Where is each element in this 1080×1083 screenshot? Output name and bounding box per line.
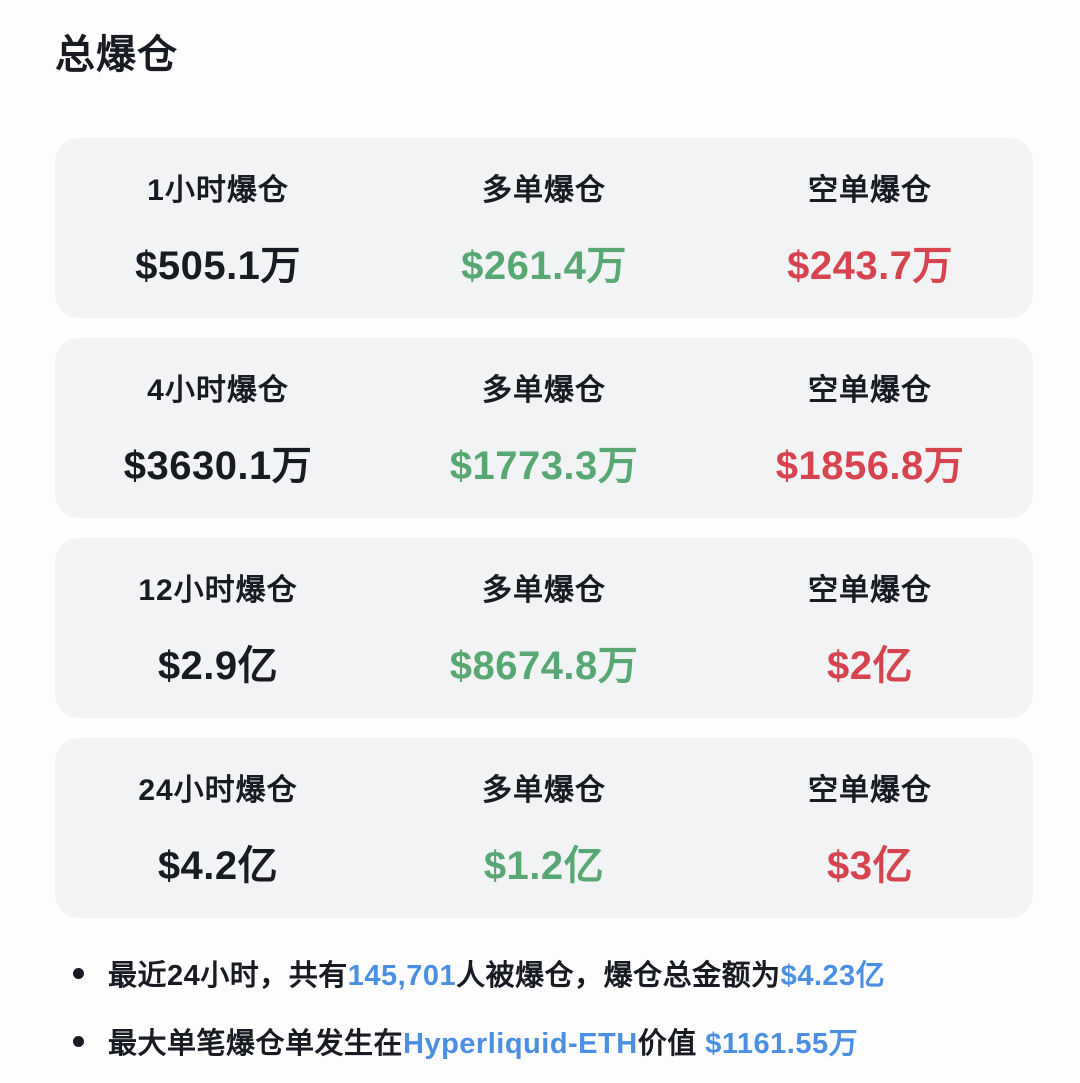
stat-value-long: $8674.8万 bbox=[449, 644, 639, 688]
stat-value-short: $243.7万 bbox=[787, 244, 953, 288]
stat-total: 12小时爆仓 $2.9亿 bbox=[55, 538, 381, 718]
liquidated-traders-count: 145,701 bbox=[347, 960, 457, 992]
note-segment: 最大单笔爆仓单发生在 bbox=[108, 1028, 404, 1060]
stat-total: 4小时爆仓 $3630.1万 bbox=[55, 338, 381, 518]
stat-value-total: $2.9亿 bbox=[157, 644, 279, 688]
stat-value-total: $4.2亿 bbox=[157, 844, 279, 888]
stat-label: 多单爆仓 bbox=[482, 374, 606, 407]
note-text: 最大单笔爆仓单发生在Hyperliquid-ETH价值 $1161.55万 bbox=[108, 1020, 858, 1062]
stat-label: 12小时爆仓 bbox=[138, 574, 298, 607]
stat-value-long: $1773.3万 bbox=[449, 444, 639, 488]
stat-long: 多单爆仓 $8674.8万 bbox=[381, 538, 707, 718]
bullet-icon bbox=[73, 967, 84, 979]
stat-long: 多单爆仓 $1773.3万 bbox=[381, 338, 707, 518]
stat-label: 1小时爆仓 bbox=[147, 174, 289, 207]
stat-label: 24小时爆仓 bbox=[138, 774, 298, 807]
stat-value-short: $1856.8万 bbox=[775, 444, 965, 488]
stat-label: 空单爆仓 bbox=[808, 374, 932, 407]
liquidation-cards: 1小时爆仓 $505.1万 多单爆仓 $261.4万 空单爆仓 $243.7万 … bbox=[55, 138, 1033, 918]
note-largest-liquidation: 最大单笔爆仓单发生在Hyperliquid-ETH价值 $1161.55万 bbox=[73, 1020, 1033, 1062]
stat-total: 1小时爆仓 $505.1万 bbox=[55, 138, 381, 318]
bullet-icon bbox=[73, 1035, 84, 1047]
largest-liquidation-pair-link[interactable]: Hyperliquid-ETH bbox=[403, 1028, 638, 1060]
stat-value-short: $2亿 bbox=[827, 644, 913, 688]
note-24h-summary: 最近24小时，共有145,701人被爆仓，爆仓总金额为$4.23亿 bbox=[73, 952, 1033, 994]
card-4h-liquidation: 4小时爆仓 $3630.1万 多单爆仓 $1773.3万 空单爆仓 $1856.… bbox=[55, 338, 1033, 518]
stat-value-long: $1.2亿 bbox=[483, 844, 605, 888]
stat-label: 多单爆仓 bbox=[482, 574, 606, 607]
largest-liquidation-value: $1161.55万 bbox=[705, 1028, 859, 1060]
stat-value-short: $3亿 bbox=[827, 844, 913, 888]
stat-value-long: $261.4万 bbox=[461, 244, 627, 288]
stat-short: 空单爆仓 $243.7万 bbox=[707, 138, 1033, 318]
stat-label: 多单爆仓 bbox=[482, 174, 606, 207]
stat-label: 多单爆仓 bbox=[482, 774, 606, 807]
stat-short: 空单爆仓 $2亿 bbox=[707, 538, 1033, 718]
stat-label: 空单爆仓 bbox=[808, 574, 932, 607]
note-segment: 价值 bbox=[637, 1028, 706, 1060]
note-segment: 最近24小时，共有 bbox=[108, 960, 348, 992]
total-liquidation-amount: $4.23亿 bbox=[780, 960, 886, 992]
stat-long: 多单爆仓 $261.4万 bbox=[381, 138, 707, 318]
stat-short: 空单爆仓 $1856.8万 bbox=[707, 338, 1033, 518]
card-24h-liquidation: 24小时爆仓 $4.2亿 多单爆仓 $1.2亿 空单爆仓 $3亿 bbox=[55, 738, 1033, 918]
page-title: 总爆仓 bbox=[55, 33, 178, 77]
stat-value-total: $3630.1万 bbox=[123, 444, 313, 488]
stat-value-total: $505.1万 bbox=[135, 244, 301, 288]
card-1h-liquidation: 1小时爆仓 $505.1万 多单爆仓 $261.4万 空单爆仓 $243.7万 bbox=[55, 138, 1033, 318]
stat-short: 空单爆仓 $3亿 bbox=[707, 738, 1033, 918]
stat-long: 多单爆仓 $1.2亿 bbox=[381, 738, 707, 918]
card-12h-liquidation: 12小时爆仓 $2.9亿 多单爆仓 $8674.8万 空单爆仓 $2亿 bbox=[55, 538, 1033, 718]
stat-label: 4小时爆仓 bbox=[147, 374, 289, 407]
note-segment: 人被爆仓，爆仓总金额为 bbox=[456, 960, 781, 992]
summary-notes: 最近24小时，共有145,701人被爆仓，爆仓总金额为$4.23亿 最大单笔爆仓… bbox=[55, 952, 1033, 1062]
stat-label: 空单爆仓 bbox=[808, 774, 932, 807]
stat-label: 空单爆仓 bbox=[808, 174, 932, 207]
stat-total: 24小时爆仓 $4.2亿 bbox=[55, 738, 381, 918]
note-text: 最近24小时，共有145,701人被爆仓，爆仓总金额为$4.23亿 bbox=[108, 952, 885, 994]
